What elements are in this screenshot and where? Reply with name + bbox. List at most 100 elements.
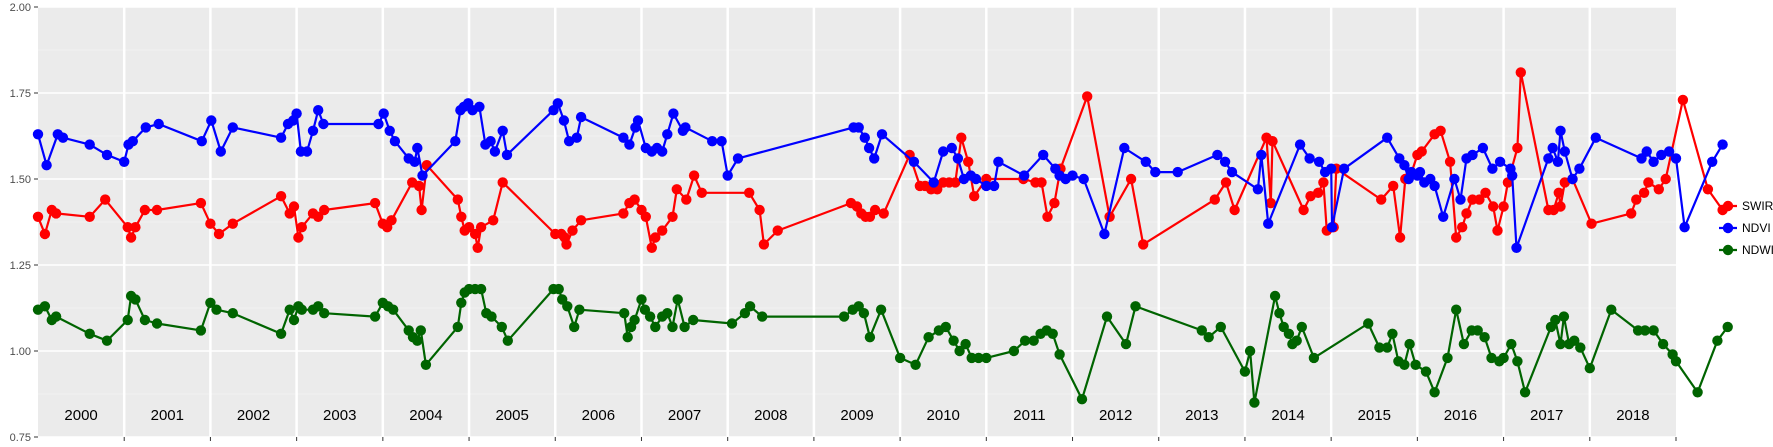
data-point-ndwi bbox=[1374, 342, 1385, 353]
data-point-swir bbox=[744, 187, 755, 198]
data-point-swir bbox=[1220, 177, 1232, 188]
data-point-ndwi bbox=[1047, 328, 1058, 339]
data-point-ndvi bbox=[946, 142, 957, 154]
data-point-swir bbox=[1488, 201, 1499, 212]
data-point-swir bbox=[469, 228, 481, 240]
data-point-ndvi bbox=[1252, 184, 1264, 195]
data-point-ndwi bbox=[1442, 352, 1453, 364]
data-point-ndvi bbox=[450, 136, 461, 147]
data-point-ndvi bbox=[215, 146, 226, 157]
data-point-swir bbox=[488, 215, 499, 226]
data-point-ndvi bbox=[657, 146, 668, 157]
data-point-ndwi bbox=[1054, 349, 1065, 360]
data-point-ndwi bbox=[1648, 325, 1659, 336]
data-point-ndwi bbox=[875, 304, 887, 315]
data-point-ndwi bbox=[296, 304, 307, 315]
data-point-ndvi bbox=[1399, 160, 1410, 171]
data-point-ndwi bbox=[1283, 328, 1295, 339]
data-point-ndvi bbox=[301, 146, 313, 157]
data-point-ndwi bbox=[502, 335, 513, 346]
data-point-swir bbox=[1553, 187, 1565, 198]
data-point-swir bbox=[1457, 222, 1468, 233]
data-point-ndvi bbox=[291, 108, 302, 119]
data-point-ndvi bbox=[722, 170, 733, 181]
year-label: 2014 bbox=[1271, 407, 1304, 424]
year-label: 2016 bbox=[1444, 407, 1477, 424]
data-point-ndwi bbox=[195, 325, 207, 336]
data-point-ndwi bbox=[726, 318, 738, 329]
data-point-ndvi bbox=[908, 156, 920, 167]
data-point-ndvi bbox=[227, 122, 238, 133]
data-point-ndvi bbox=[680, 122, 691, 133]
data-point-ndvi bbox=[1438, 211, 1449, 222]
data-point-swir bbox=[1388, 180, 1399, 192]
data-point-ndwi bbox=[1498, 352, 1509, 364]
data-point-ndvi bbox=[474, 101, 485, 113]
data-point-ndvi bbox=[1663, 146, 1675, 157]
data-point-ndvi bbox=[1707, 156, 1718, 167]
data-point-swir bbox=[1125, 173, 1137, 185]
data-point-swir bbox=[1461, 208, 1472, 219]
data-point-ndvi bbox=[1547, 142, 1558, 154]
y-tick-label: 2.00 bbox=[10, 2, 31, 14]
data-point-ndvi bbox=[1656, 149, 1667, 161]
data-point-ndwi bbox=[948, 335, 959, 346]
data-point-ndvi bbox=[624, 139, 635, 150]
data-point-ndwi bbox=[1569, 335, 1580, 346]
data-point-swir bbox=[497, 177, 508, 188]
data-point-ndwi bbox=[1575, 342, 1586, 353]
data-point-ndwi bbox=[562, 301, 573, 312]
data-point-ndvi bbox=[140, 122, 151, 133]
data-point-ndwi bbox=[50, 311, 62, 322]
data-point-swir bbox=[122, 222, 133, 233]
data-point-swir bbox=[319, 204, 330, 216]
data-point-swir bbox=[1480, 187, 1491, 198]
data-point-swir bbox=[39, 228, 51, 240]
data-point-ndwi bbox=[205, 297, 216, 308]
data-point-swir bbox=[195, 197, 207, 209]
data-point-swir bbox=[205, 218, 216, 229]
data-point-ndwi bbox=[1215, 321, 1227, 333]
y-tick-label: 1.00 bbox=[10, 346, 31, 358]
data-point-ndvi bbox=[668, 108, 679, 119]
year-label: 2004 bbox=[409, 407, 442, 424]
data-point-ndwi bbox=[629, 314, 640, 326]
data-point-ndwi bbox=[1008, 345, 1020, 357]
legend-label-ndwi: NDWI bbox=[1742, 243, 1773, 257]
data-point-swir bbox=[696, 187, 707, 198]
data-point-ndvi bbox=[618, 132, 629, 143]
data-point-ndvi bbox=[1067, 170, 1078, 181]
data-point-swir bbox=[227, 218, 238, 229]
data-point-ndvi bbox=[1294, 139, 1306, 150]
data-point-swir bbox=[1631, 194, 1642, 205]
data-point-swir bbox=[139, 204, 151, 216]
data-point-swir bbox=[416, 204, 427, 216]
data-point-swir bbox=[1318, 177, 1329, 188]
data-point-ndvi bbox=[1487, 163, 1498, 174]
data-point-ndvi bbox=[1078, 173, 1089, 185]
data-point-ndvi bbox=[501, 149, 513, 161]
data-point-ndwi bbox=[313, 301, 324, 312]
year-label: 2011 bbox=[1013, 407, 1045, 424]
data-point-swir bbox=[1416, 146, 1427, 157]
legend-label-swir: SWIR bbox=[1742, 199, 1773, 213]
data-point-swir bbox=[1498, 201, 1509, 212]
legend-key-point-ndwi bbox=[1722, 244, 1734, 256]
data-point-ndwi bbox=[1291, 335, 1302, 346]
year-label: 2006 bbox=[582, 407, 615, 424]
data-point-ndwi bbox=[1076, 394, 1088, 405]
data-point-ndvi bbox=[32, 129, 44, 140]
data-point-ndvi bbox=[384, 125, 395, 136]
data-point-swir bbox=[1702, 184, 1714, 195]
data-point-swir bbox=[296, 222, 307, 233]
data-point-swir bbox=[1435, 125, 1446, 136]
data-point-ndvi bbox=[1567, 173, 1578, 185]
year-label: 2012 bbox=[1099, 407, 1132, 424]
y-axis: 0.75 1.00 1.25 1.50 1.75 2.00 bbox=[10, 2, 1677, 444]
data-point-ndwi bbox=[667, 321, 678, 333]
data-point-ndwi bbox=[1363, 318, 1374, 329]
data-point-ndwi bbox=[1606, 304, 1617, 315]
data-point-ndvi bbox=[101, 149, 113, 161]
